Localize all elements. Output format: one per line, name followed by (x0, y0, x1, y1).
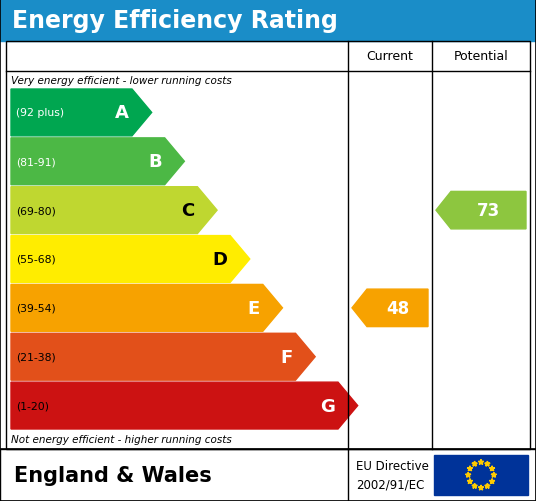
Text: (55-68): (55-68) (16, 255, 56, 265)
Text: Very energy efficient - lower running costs: Very energy efficient - lower running co… (11, 76, 232, 86)
Text: (69-80): (69-80) (16, 206, 56, 216)
Text: Current: Current (367, 51, 413, 63)
Polygon shape (11, 187, 217, 234)
Polygon shape (11, 334, 315, 380)
Polygon shape (11, 236, 250, 283)
Polygon shape (11, 90, 152, 137)
Polygon shape (472, 483, 477, 488)
Text: E: E (248, 299, 260, 317)
Bar (6, 42, 530, 449)
Text: Energy Efficiency Rating: Energy Efficiency Rating (12, 9, 338, 33)
Text: B: B (148, 153, 162, 171)
Polygon shape (491, 472, 496, 477)
Text: D: D (212, 250, 227, 269)
Polygon shape (478, 485, 483, 490)
Polygon shape (11, 139, 184, 185)
Text: 73: 73 (477, 202, 500, 220)
Text: Not energy efficient - higher running costs: Not energy efficient - higher running co… (11, 434, 232, 444)
Polygon shape (478, 459, 483, 464)
Text: (21-38): (21-38) (16, 352, 56, 362)
Polygon shape (467, 466, 473, 471)
Bar (434, 455, 528, 495)
Text: A: A (115, 104, 129, 122)
Polygon shape (485, 461, 490, 466)
Bar (0, 0, 536, 42)
Polygon shape (352, 290, 428, 327)
Text: Potential: Potential (453, 51, 508, 63)
Polygon shape (11, 382, 358, 429)
Polygon shape (466, 472, 471, 477)
Polygon shape (467, 478, 473, 483)
Polygon shape (11, 285, 282, 332)
Polygon shape (489, 466, 495, 471)
Polygon shape (436, 192, 526, 229)
Text: F: F (280, 348, 293, 366)
Text: 48: 48 (386, 299, 409, 317)
Text: C: C (181, 202, 195, 220)
Polygon shape (485, 483, 490, 488)
Text: (1-20): (1-20) (16, 401, 49, 411)
Text: (39-54): (39-54) (16, 303, 56, 313)
Polygon shape (489, 478, 495, 483)
Text: England & Wales: England & Wales (14, 465, 212, 485)
Bar (0, 449, 536, 501)
Text: G: G (320, 397, 335, 415)
Polygon shape (472, 461, 477, 466)
Text: EU Directive
2002/91/EC: EU Directive 2002/91/EC (356, 459, 429, 490)
Text: (81-91): (81-91) (16, 157, 56, 167)
Text: (92 plus): (92 plus) (16, 108, 64, 118)
